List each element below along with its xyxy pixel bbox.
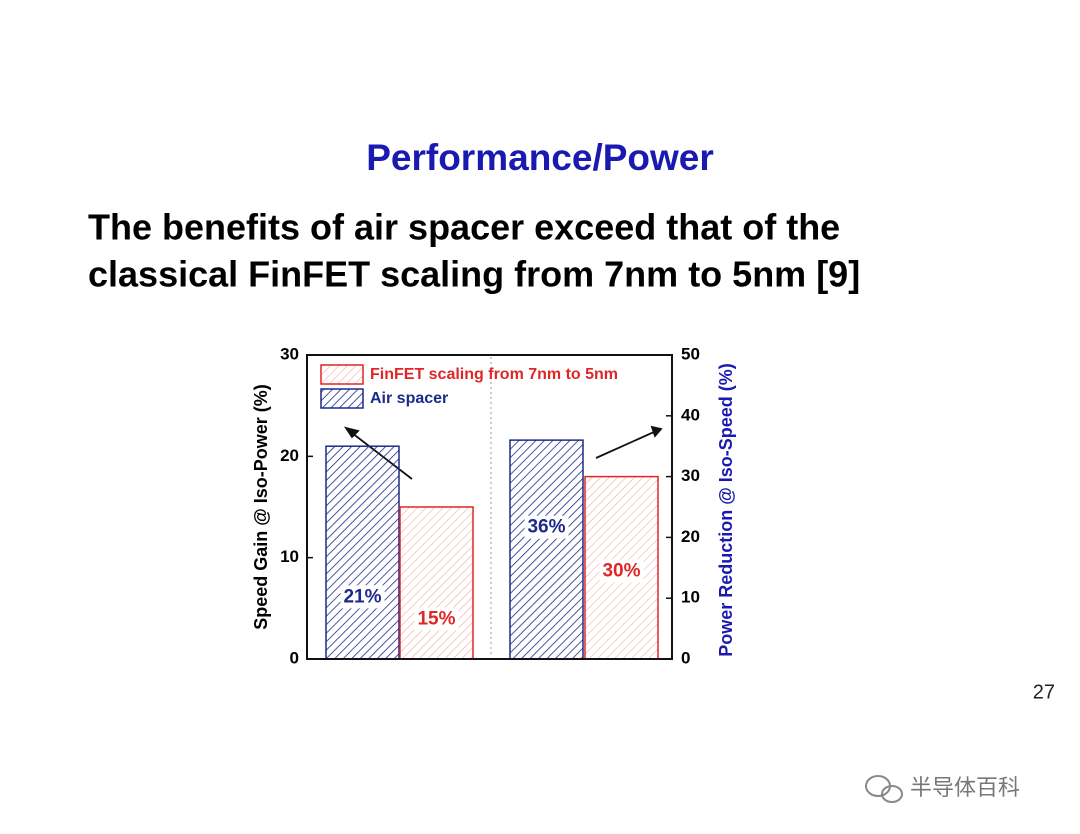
value-label: 36% — [527, 517, 565, 538]
y-tick-label: 20 — [280, 446, 299, 465]
page-number: 27 — [1033, 681, 1055, 703]
plot-frame — [306, 354, 673, 660]
y-tick-label: 30 — [280, 344, 299, 363]
y2-tick-label: 20 — [681, 527, 700, 546]
value-label: 21% — [343, 586, 381, 607]
y-axis-title: Speed Gain @ Iso-Power (%) — [251, 384, 271, 630]
value-label: 30% — [602, 560, 640, 581]
subtitle-line: classical FinFET scaling from 7nm to 5nm… — [88, 254, 860, 295]
value-label-bg — [599, 559, 644, 583]
value-label-bg — [524, 515, 569, 539]
y2-tick-label: 50 — [681, 344, 700, 363]
watermark: 半导体百科 — [910, 775, 1020, 800]
bar — [325, 445, 400, 660]
slide-title: Performance/Power — [366, 137, 714, 178]
legend-swatch — [320, 388, 364, 409]
watermark-icon — [865, 775, 903, 803]
y2-tick-label: 40 — [681, 405, 700, 424]
value-label-bg — [414, 607, 459, 631]
bar — [399, 506, 474, 660]
arrows — [343, 425, 663, 480]
value-label: 15% — [417, 608, 455, 629]
y-tick-label: 10 — [280, 547, 299, 566]
y2-tick-label: 0 — [681, 648, 690, 667]
legend-swatch — [320, 364, 364, 385]
subtitle-line: The benefits of air spacer exceed that o… — [88, 207, 840, 248]
y2-axis-title: Power Reduction @ Iso-Speed (%) — [716, 363, 736, 657]
legend-label: FinFET scaling from 7nm to 5nm — [370, 366, 618, 383]
y2-tick-label: 10 — [681, 588, 700, 607]
bar — [509, 439, 584, 660]
value-label-bg — [340, 585, 385, 609]
y2-tick-label: 30 — [681, 466, 700, 485]
legend-label: Air spacer — [370, 390, 448, 407]
y-tick-label: 0 — [290, 648, 299, 667]
